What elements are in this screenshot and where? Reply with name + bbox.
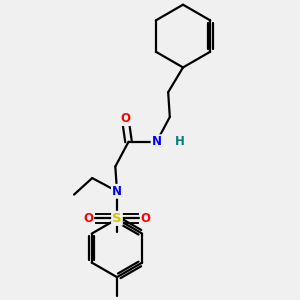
Text: O: O: [83, 212, 93, 225]
Text: N: N: [112, 185, 122, 198]
Text: S: S: [112, 212, 122, 225]
Text: O: O: [120, 112, 130, 125]
Text: H: H: [175, 135, 185, 148]
Text: O: O: [141, 212, 151, 225]
Text: N: N: [152, 135, 162, 148]
